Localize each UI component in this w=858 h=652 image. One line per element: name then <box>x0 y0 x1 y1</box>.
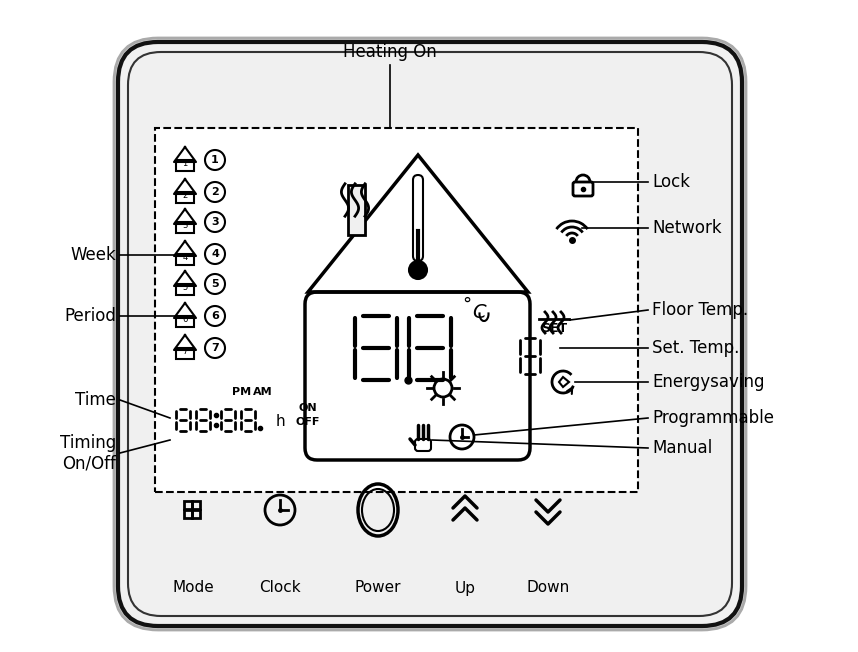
Text: 1: 1 <box>183 158 188 168</box>
Bar <box>192 510 200 518</box>
Text: Set. Temp.: Set. Temp. <box>652 339 740 357</box>
Text: Timing
On/Off: Timing On/Off <box>60 434 116 473</box>
Text: Heating On: Heating On <box>343 43 437 61</box>
Text: 4: 4 <box>211 249 219 259</box>
Bar <box>176 192 194 203</box>
Text: Programmable: Programmable <box>652 409 774 427</box>
Text: Clock: Clock <box>259 580 301 595</box>
Text: °: ° <box>462 296 472 314</box>
Text: PM: PM <box>233 387 251 397</box>
Bar <box>348 185 365 235</box>
Text: 3: 3 <box>182 220 188 230</box>
Text: 1: 1 <box>211 155 219 165</box>
FancyBboxPatch shape <box>118 42 742 626</box>
Bar <box>176 316 194 327</box>
Text: Power: Power <box>354 580 402 595</box>
Text: 7: 7 <box>182 346 188 355</box>
Circle shape <box>409 261 427 279</box>
Text: 5: 5 <box>183 282 188 291</box>
Text: Period: Period <box>64 307 116 325</box>
Bar <box>176 222 194 233</box>
Bar <box>192 501 200 509</box>
Text: 7: 7 <box>211 343 219 353</box>
FancyBboxPatch shape <box>114 38 746 630</box>
Text: ON: ON <box>299 403 317 413</box>
Bar <box>176 254 194 265</box>
Text: Down: Down <box>526 580 570 595</box>
Text: 2: 2 <box>211 187 219 197</box>
Text: Floor Temp.: Floor Temp. <box>652 301 748 319</box>
Text: Time: Time <box>76 391 116 409</box>
Bar <box>176 160 194 171</box>
Text: Manual: Manual <box>652 439 712 457</box>
Text: 5: 5 <box>211 279 219 289</box>
Text: AM: AM <box>253 387 273 397</box>
Bar <box>184 501 192 509</box>
Bar <box>184 510 192 518</box>
Bar <box>176 348 194 359</box>
Text: OFF: OFF <box>296 417 320 427</box>
Text: SET: SET <box>541 323 567 336</box>
Text: 3: 3 <box>211 217 219 227</box>
Text: 2: 2 <box>183 190 188 200</box>
Bar <box>176 284 194 295</box>
Text: Up: Up <box>455 580 475 595</box>
Text: 4: 4 <box>183 252 188 261</box>
Text: C: C <box>472 303 486 321</box>
Text: h: h <box>275 415 285 430</box>
Text: Lock: Lock <box>652 173 690 191</box>
Text: Week: Week <box>70 246 116 264</box>
Bar <box>155 128 638 492</box>
Text: Mode: Mode <box>172 580 214 595</box>
Text: 6: 6 <box>182 314 188 323</box>
Text: 6: 6 <box>211 311 219 321</box>
Text: Network: Network <box>652 219 722 237</box>
Text: Energysaving: Energysaving <box>652 373 764 391</box>
